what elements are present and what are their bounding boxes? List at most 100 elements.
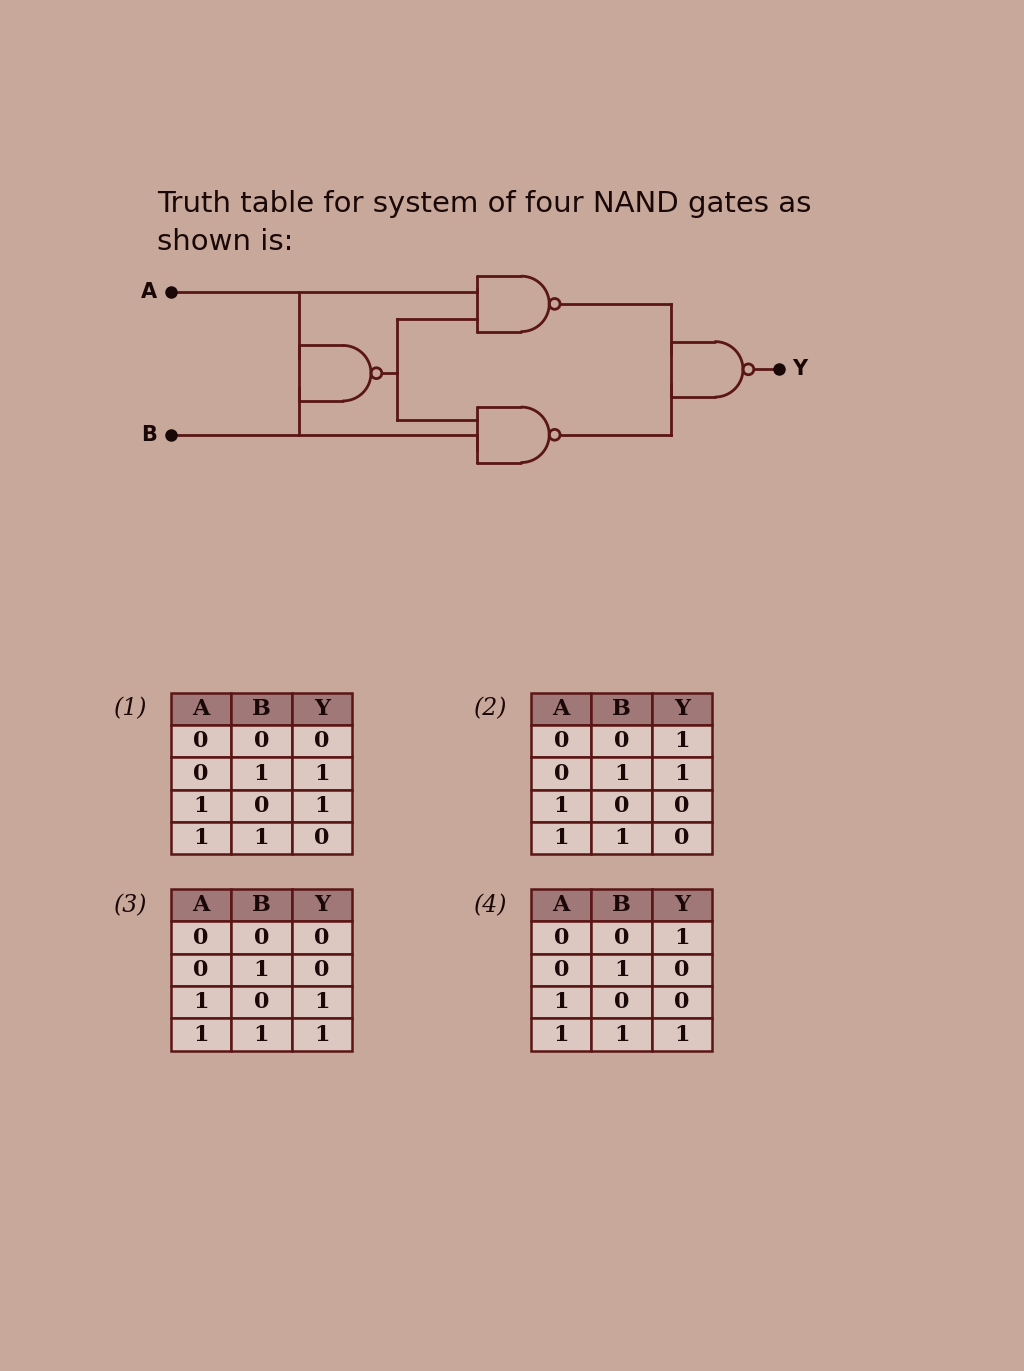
Text: Truth table for system of four NAND gates as: Truth table for system of four NAND gate… xyxy=(158,191,812,218)
FancyBboxPatch shape xyxy=(652,888,713,921)
Text: 1: 1 xyxy=(194,1024,209,1046)
FancyBboxPatch shape xyxy=(171,823,231,854)
Text: 1: 1 xyxy=(314,991,330,1013)
FancyBboxPatch shape xyxy=(171,888,231,921)
FancyBboxPatch shape xyxy=(292,986,352,1019)
Text: 0: 0 xyxy=(194,731,209,753)
FancyBboxPatch shape xyxy=(171,1019,231,1050)
Text: A: A xyxy=(553,698,570,720)
FancyBboxPatch shape xyxy=(531,692,592,725)
Text: 1: 1 xyxy=(314,1024,330,1046)
Text: Y: Y xyxy=(674,698,690,720)
Text: 1: 1 xyxy=(254,827,269,849)
FancyBboxPatch shape xyxy=(652,692,713,725)
FancyBboxPatch shape xyxy=(171,725,231,757)
Text: 0: 0 xyxy=(314,827,330,849)
FancyBboxPatch shape xyxy=(592,888,652,921)
FancyBboxPatch shape xyxy=(231,888,292,921)
FancyBboxPatch shape xyxy=(652,725,713,757)
Text: (4): (4) xyxy=(474,894,508,917)
Text: 0: 0 xyxy=(675,958,690,980)
FancyBboxPatch shape xyxy=(531,921,592,954)
FancyBboxPatch shape xyxy=(531,823,592,854)
FancyBboxPatch shape xyxy=(231,921,292,954)
Text: Y: Y xyxy=(793,359,808,380)
Text: A: A xyxy=(140,282,157,303)
Text: 0: 0 xyxy=(675,827,690,849)
FancyBboxPatch shape xyxy=(592,757,652,790)
Text: 0: 0 xyxy=(675,795,690,817)
Text: B: B xyxy=(252,698,270,720)
FancyBboxPatch shape xyxy=(531,757,592,790)
FancyBboxPatch shape xyxy=(292,1019,352,1050)
Text: 0: 0 xyxy=(554,731,569,753)
Text: 0: 0 xyxy=(675,991,690,1013)
Text: shown is:: shown is: xyxy=(158,229,294,256)
FancyBboxPatch shape xyxy=(292,954,352,986)
Text: 1: 1 xyxy=(254,1024,269,1046)
FancyBboxPatch shape xyxy=(592,790,652,823)
Text: 1: 1 xyxy=(614,827,630,849)
Text: (3): (3) xyxy=(114,894,147,917)
Text: 0: 0 xyxy=(254,991,269,1013)
FancyBboxPatch shape xyxy=(171,954,231,986)
Text: 1: 1 xyxy=(194,795,209,817)
Text: Y: Y xyxy=(313,698,330,720)
FancyBboxPatch shape xyxy=(652,790,713,823)
Text: A: A xyxy=(553,894,570,916)
Text: Y: Y xyxy=(674,894,690,916)
Text: Y: Y xyxy=(313,894,330,916)
FancyBboxPatch shape xyxy=(652,1019,713,1050)
Text: B: B xyxy=(612,894,631,916)
FancyBboxPatch shape xyxy=(592,986,652,1019)
FancyBboxPatch shape xyxy=(231,725,292,757)
Text: 0: 0 xyxy=(314,958,330,980)
Text: (2): (2) xyxy=(474,698,508,720)
FancyBboxPatch shape xyxy=(231,692,292,725)
Text: 0: 0 xyxy=(254,731,269,753)
FancyBboxPatch shape xyxy=(652,757,713,790)
FancyBboxPatch shape xyxy=(652,921,713,954)
Text: 0: 0 xyxy=(554,762,569,784)
FancyBboxPatch shape xyxy=(531,725,592,757)
FancyBboxPatch shape xyxy=(292,692,352,725)
FancyBboxPatch shape xyxy=(592,725,652,757)
Text: 1: 1 xyxy=(614,958,630,980)
FancyBboxPatch shape xyxy=(171,757,231,790)
Text: 1: 1 xyxy=(614,762,630,784)
Text: 1: 1 xyxy=(614,1024,630,1046)
Text: B: B xyxy=(252,894,270,916)
Text: 0: 0 xyxy=(254,927,269,949)
FancyBboxPatch shape xyxy=(652,986,713,1019)
Text: 1: 1 xyxy=(554,795,569,817)
FancyBboxPatch shape xyxy=(531,790,592,823)
Text: 0: 0 xyxy=(614,795,630,817)
FancyBboxPatch shape xyxy=(652,823,713,854)
Text: A: A xyxy=(193,698,210,720)
Text: 1: 1 xyxy=(675,762,690,784)
Text: B: B xyxy=(141,425,157,444)
Text: 1: 1 xyxy=(554,827,569,849)
Text: 1: 1 xyxy=(314,795,330,817)
FancyBboxPatch shape xyxy=(231,823,292,854)
Text: 1: 1 xyxy=(194,827,209,849)
Text: 1: 1 xyxy=(254,958,269,980)
Text: 1: 1 xyxy=(675,731,690,753)
FancyBboxPatch shape xyxy=(531,954,592,986)
FancyBboxPatch shape xyxy=(652,954,713,986)
Text: 0: 0 xyxy=(194,958,209,980)
FancyBboxPatch shape xyxy=(171,692,231,725)
FancyBboxPatch shape xyxy=(171,921,231,954)
FancyBboxPatch shape xyxy=(592,921,652,954)
FancyBboxPatch shape xyxy=(592,692,652,725)
FancyBboxPatch shape xyxy=(171,790,231,823)
Text: 0: 0 xyxy=(614,927,630,949)
Text: 0: 0 xyxy=(194,927,209,949)
Text: 1: 1 xyxy=(554,991,569,1013)
FancyBboxPatch shape xyxy=(171,986,231,1019)
FancyBboxPatch shape xyxy=(292,790,352,823)
Text: 0: 0 xyxy=(554,927,569,949)
FancyBboxPatch shape xyxy=(592,823,652,854)
Text: 0: 0 xyxy=(314,927,330,949)
FancyBboxPatch shape xyxy=(592,1019,652,1050)
